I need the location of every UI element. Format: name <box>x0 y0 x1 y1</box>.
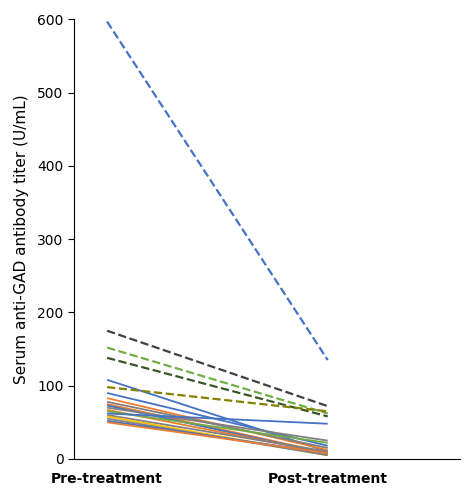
Y-axis label: Serum anti-GAD antibody titer (U/mL): Serum anti-GAD antibody titer (U/mL) <box>14 94 29 384</box>
